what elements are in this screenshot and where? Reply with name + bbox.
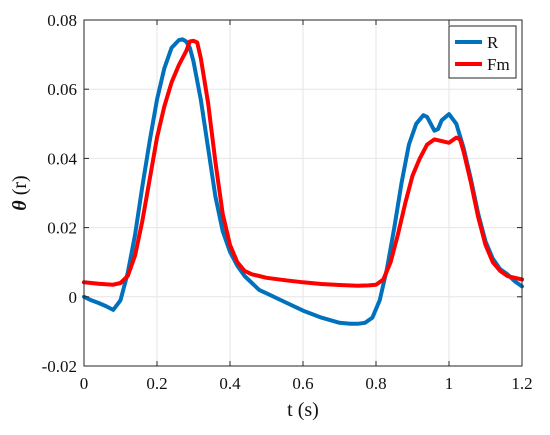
x-tick-label: 1	[445, 374, 454, 393]
y-tick-label: 0.02	[47, 219, 77, 238]
x-tick-label: 1.2	[511, 374, 532, 393]
y-axis-unit: (r)	[9, 175, 31, 200]
legend-label-fm: Fm	[487, 55, 510, 74]
x-axis-label: t (s)	[287, 399, 319, 421]
y-tick-label: -0.02	[42, 357, 77, 376]
series-lines	[82, 37, 524, 326]
series-line-fm	[82, 38, 524, 288]
x-tick-label: 0	[80, 374, 89, 393]
y-tick-label: 0	[69, 288, 78, 307]
y-tick-label: 0.06	[47, 80, 77, 99]
y-tick-label: 0.04	[47, 149, 77, 168]
x-tick-label: 0.4	[219, 374, 241, 393]
x-tick-label: 0.8	[365, 374, 386, 393]
x-tick-label: 0.2	[146, 374, 167, 393]
y-tick-label: 0.08	[47, 11, 77, 30]
x-tick-label: 0.6	[292, 374, 313, 393]
legend-box	[448, 25, 517, 79]
y-axis-label: θ (r)	[9, 175, 31, 210]
series-line-r	[82, 37, 524, 326]
y-axis-symbol: θ	[9, 200, 31, 211]
legend: R Fm	[448, 25, 517, 79]
legend-label-r: R	[487, 33, 499, 52]
